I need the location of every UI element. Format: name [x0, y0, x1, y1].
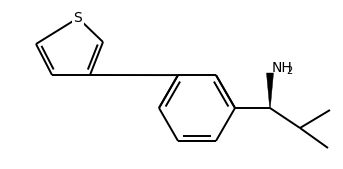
Polygon shape — [267, 73, 273, 108]
Text: NH: NH — [272, 61, 293, 75]
Text: S: S — [74, 11, 82, 25]
Text: 2: 2 — [286, 66, 292, 76]
